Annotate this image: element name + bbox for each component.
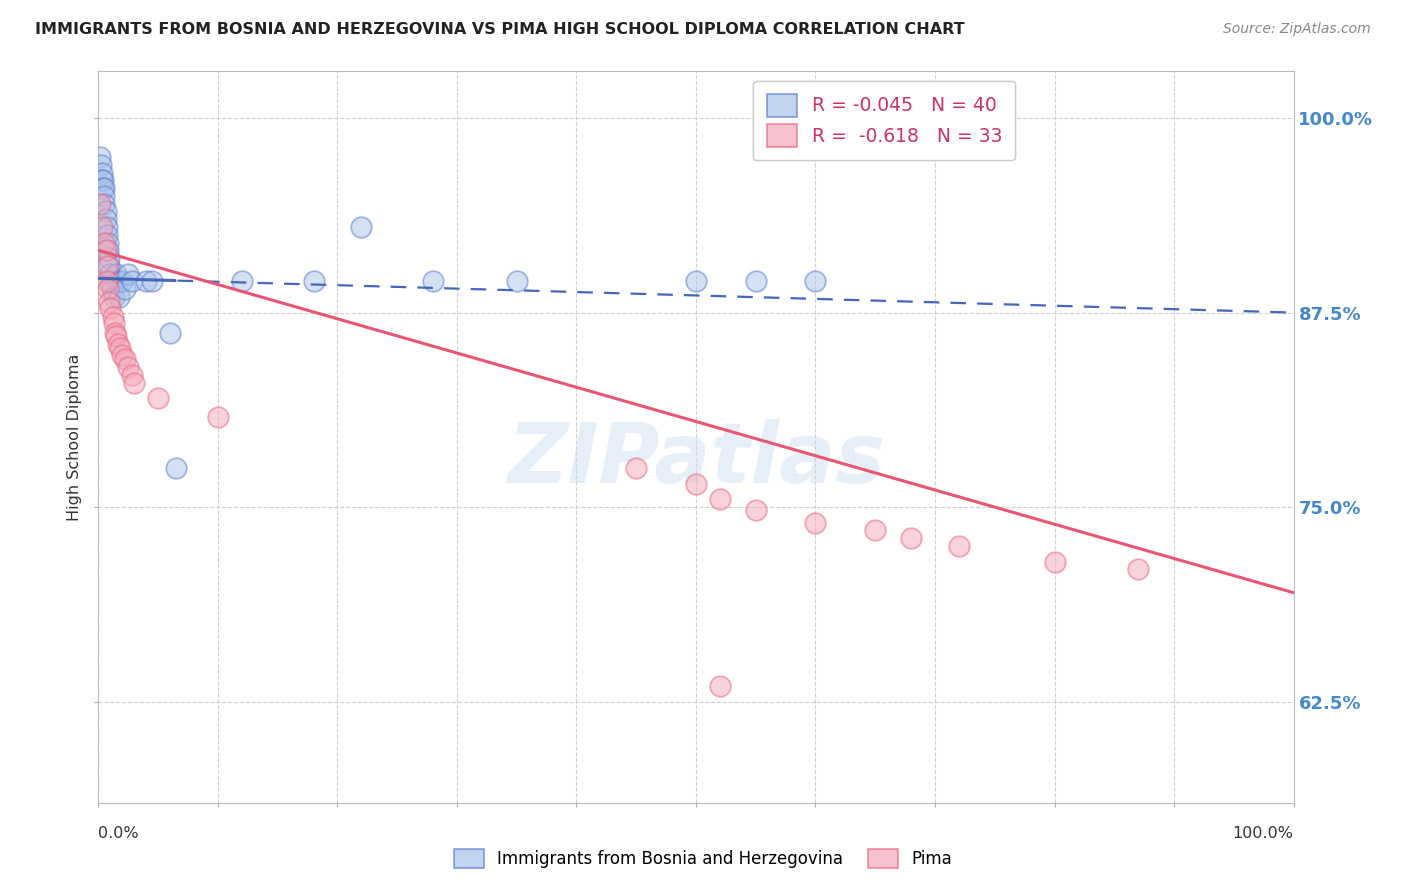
Point [91,173,114,187]
Text: Source: ZipAtlas.com: Source: ZipAtlas.com [1223,22,1371,37]
Text: IMMIGRANTS FROM BOSNIA AND HERZEGOVINA VS PIMA HIGH SCHOOL DIPLOMA CORRELATION C: IMMIGRANTS FROM BOSNIA AND HERZEGOVINA V… [35,22,965,37]
Point [107,290,129,304]
Point [422,275,444,289]
Point [90,158,112,172]
Point [91,181,114,195]
Point [165,461,187,475]
Point [1128,562,1150,576]
Point [93,189,115,203]
Point [745,503,768,517]
Point [121,368,143,382]
Point [91,219,114,234]
Point [865,524,887,538]
Text: ZIPatlas: ZIPatlas [508,418,884,500]
Point [148,391,170,405]
Point [709,679,731,693]
Point [111,348,134,362]
Point [97,235,120,250]
Point [709,492,731,507]
Point [93,196,115,211]
Point [506,275,529,289]
Point [900,531,922,545]
Point [159,326,181,340]
Point [685,275,707,289]
Point [91,173,114,187]
Point [117,359,139,374]
Point [804,275,827,289]
Point [948,539,970,553]
Point [98,275,122,289]
Point [207,409,229,424]
Point [103,290,125,304]
Point [114,352,136,367]
Point [98,251,121,265]
Point [97,244,120,258]
Legend: Immigrants from Bosnia and Herzegovina, Pima: Immigrants from Bosnia and Herzegovina, … [447,842,959,875]
Point [804,516,827,530]
Point [107,275,129,289]
Point [94,212,117,227]
Point [97,282,120,296]
Point [91,165,114,179]
Point [124,376,146,390]
Point [105,267,128,281]
Point [626,461,648,475]
Point [111,275,134,289]
Point [96,275,118,289]
Y-axis label: High School Diploma: High School Diploma [67,353,83,521]
Point [89,150,111,164]
Text: 100.0%: 100.0% [1233,826,1294,841]
Point [103,317,125,331]
Point [98,294,121,309]
Point [302,275,325,289]
Point [117,267,139,281]
Point [94,204,117,219]
Point [231,275,253,289]
Point [114,282,136,296]
Point [135,275,157,289]
Point [105,329,128,343]
Point [93,181,115,195]
Point [96,259,118,273]
Point [96,227,118,242]
Legend: R = -0.045   N = 40, R =  -0.618   N = 33: R = -0.045 N = 40, R = -0.618 N = 33 [754,81,1015,161]
Point [107,336,129,351]
Point [96,219,118,234]
Point [93,235,115,250]
Point [350,219,373,234]
Point [98,259,121,273]
Text: 0.0%: 0.0% [98,826,139,841]
Point [1043,555,1066,569]
Point [108,342,131,356]
Point [94,244,117,258]
Point [98,267,122,281]
Point [101,310,124,325]
Point [745,275,768,289]
Point [100,282,122,296]
Point [121,275,143,289]
Point [141,275,163,289]
Point [104,326,127,340]
Point [685,476,707,491]
Point [89,196,111,211]
Point [98,301,122,315]
